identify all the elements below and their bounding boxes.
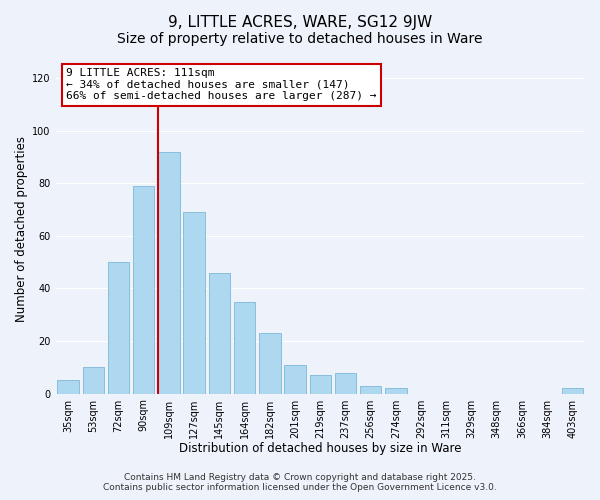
Bar — [184, 212, 205, 394]
Bar — [133, 186, 154, 394]
Text: Contains HM Land Registry data © Crown copyright and database right 2025.
Contai: Contains HM Land Registry data © Crown c… — [103, 473, 497, 492]
Bar — [83, 368, 104, 394]
Bar — [335, 372, 356, 394]
Bar — [108, 262, 129, 394]
Bar — [310, 375, 331, 394]
Bar — [259, 333, 281, 394]
X-axis label: Distribution of detached houses by size in Ware: Distribution of detached houses by size … — [179, 442, 461, 455]
Bar — [284, 364, 306, 394]
Bar — [58, 380, 79, 394]
Bar — [234, 302, 256, 394]
Bar — [385, 388, 407, 394]
Bar — [360, 386, 382, 394]
Bar — [158, 152, 180, 394]
Bar — [209, 272, 230, 394]
Text: Size of property relative to detached houses in Ware: Size of property relative to detached ho… — [117, 32, 483, 46]
Text: 9 LITTLE ACRES: 111sqm
← 34% of detached houses are smaller (147)
66% of semi-de: 9 LITTLE ACRES: 111sqm ← 34% of detached… — [66, 68, 377, 102]
Bar — [562, 388, 583, 394]
Y-axis label: Number of detached properties: Number of detached properties — [15, 136, 28, 322]
Text: 9, LITTLE ACRES, WARE, SG12 9JW: 9, LITTLE ACRES, WARE, SG12 9JW — [168, 15, 432, 30]
